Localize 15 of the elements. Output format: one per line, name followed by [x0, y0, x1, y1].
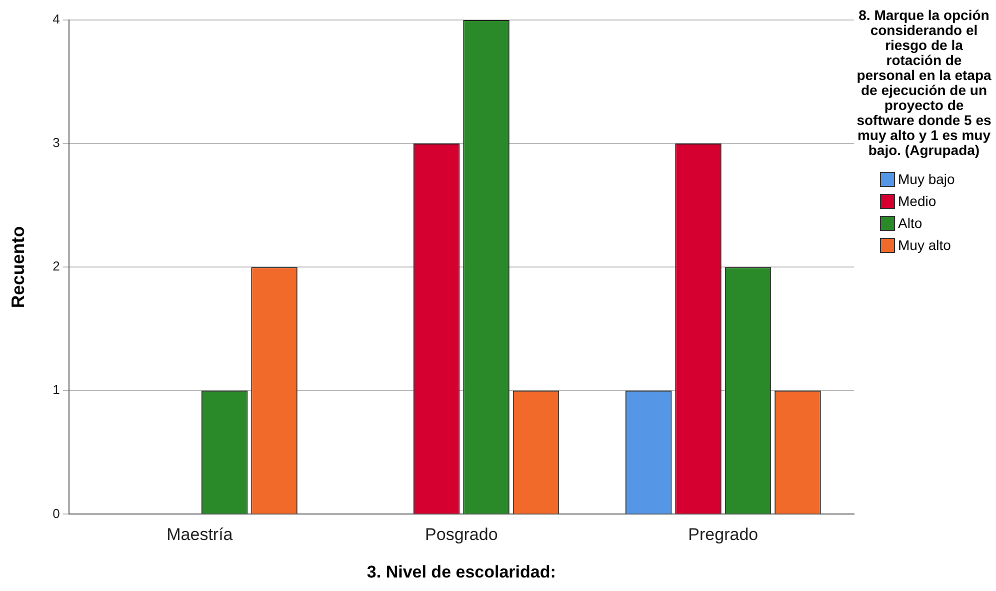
x-axis-title: 3. Nivel de escolaridad: — [366, 562, 556, 582]
text: 8. Marque la opción considerando el riesgo de la rotación de personal en la etapa de ejecución de un proyecto de software donde 5 es muy alto y 1 es muy bajo. (Agrupada) — [856, 7, 992, 158]
y-tick-label: 4 — [52, 12, 60, 27]
y-tick-label: 3 — [52, 135, 60, 150]
x-tick-label: Maestría — [166, 525, 234, 544]
legend-label: Muy alto — [898, 237, 951, 253]
legend-label: Medio — [898, 193, 936, 209]
y-tick-label: 2 — [52, 258, 60, 274]
x-tick-label: Posgrado — [425, 525, 498, 544]
x-tick-label: Pregrado — [688, 525, 758, 544]
y-axis-title: Recuento — [8, 226, 28, 308]
legend-label: Muy bajo — [898, 171, 955, 187]
y-tick-label: 0 — [52, 506, 60, 521]
legend-label: Alto — [898, 215, 922, 231]
y-tick-label: 1 — [52, 382, 60, 398]
